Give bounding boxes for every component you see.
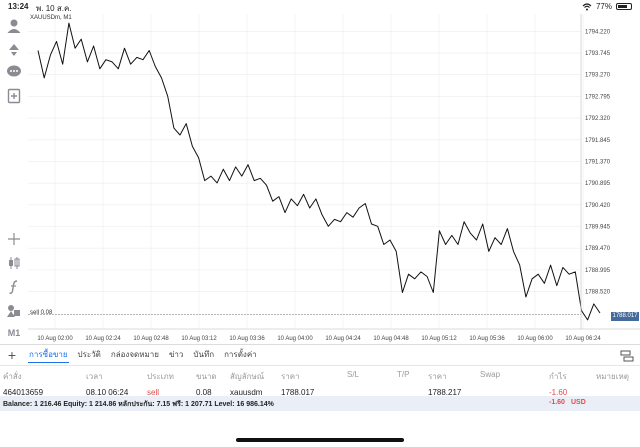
x-tick-label: 10 Aug 04:00 [277, 336, 313, 342]
y-tick-label: 1789.470 [585, 246, 611, 252]
y-tick-label: 1793.270 [585, 73, 611, 79]
x-tick-label: 10 Aug 02:48 [133, 336, 169, 342]
x-tick-label: 10 Aug 06:24 [565, 336, 601, 342]
cell-volume: 0.08 [196, 388, 212, 397]
header-tp[interactable]: T/P [397, 370, 410, 379]
add-button[interactable]: + [7, 347, 17, 363]
chart-toolbar: M1 [0, 14, 28, 344]
y-tick-label: 1794.220 [585, 29, 611, 35]
crosshair-icon[interactable] [4, 229, 24, 249]
chart-symbol-label: XAUUSDm, M1 [30, 15, 72, 21]
tab-journal[interactable]: บันทึก [193, 350, 215, 359]
x-tick-label: 10 Aug 03:12 [181, 336, 217, 342]
tab-news[interactable]: ข่าว [168, 350, 184, 359]
x-tick-label: 10 Aug 04:24 [325, 336, 361, 342]
x-tick-label: 10 Aug 02:24 [85, 336, 121, 342]
y-tick-label: 1791.845 [585, 138, 611, 144]
home-indicator[interactable] [236, 438, 404, 442]
price-chart[interactable]: 1794.220 1793.745 1793.270 1792.795 1792.320… [28, 14, 640, 344]
cell-symbol: xauusdm [230, 388, 263, 397]
header-volume[interactable]: ขนาด [196, 372, 217, 381]
balance-summary: Balance: 1 216.46 Equity: 1 214.86 หลักป… [0, 396, 640, 411]
last-price-tag: 1788.017 [611, 312, 639, 321]
terminal-tabs: + การซื้อขาย ประวัติ กล่องจดหมาย ข่าว บั… [0, 344, 640, 366]
tab-trade[interactable]: การซื้อขาย [24, 344, 73, 366]
y-tick-label: 1788.520 [585, 290, 611, 296]
header-profit[interactable]: กำไร [549, 372, 567, 381]
x-tick-label: 10 Aug 05:36 [469, 336, 505, 342]
cell-price: 1788.017 [281, 388, 315, 397]
trade-arrows-icon[interactable] [4, 39, 24, 59]
y-tick-label: 1789.945 [585, 225, 611, 231]
header-swap[interactable]: Swap [480, 370, 501, 379]
header-type[interactable]: ประเภท [147, 372, 174, 381]
y-tick-label: 1790.895 [585, 181, 611, 187]
cell-time: 08.10 06:24 [86, 388, 129, 397]
table-header: คำสั่ง เวลา ประเภท ขนาด สัญลักษณ์ ราคา S… [0, 366, 640, 384]
status-right: 77% [582, 2, 632, 11]
x-tick-label: 10 Aug 06:00 [517, 336, 553, 342]
cell-current-price: 1788.217 [428, 388, 462, 397]
timeframe-label: M1 [7, 328, 21, 338]
x-tick-label: 10 Aug 02:00 [37, 336, 73, 342]
wifi-icon [582, 2, 592, 10]
cell-type: sell [147, 388, 160, 397]
chart-canvas: 1794.220 1793.745 1793.270 1792.795 1792.320… [28, 14, 640, 342]
panel-toggle-icon[interactable] [620, 349, 634, 363]
header-current-price[interactable]: ราคา [428, 372, 447, 381]
header-time[interactable]: เวลา [86, 372, 103, 381]
status-date: พ. 10 ส.ค. [36, 4, 72, 13]
positions-table: คำสั่ง เวลา ประเภท ขนาด สัญลักษณ์ ราคา S… [0, 366, 640, 402]
header-comment[interactable]: หมายเหตุ [596, 372, 629, 381]
battery-percent: 77% [595, 2, 612, 11]
header-price[interactable]: ราคา [281, 372, 300, 381]
y-tick-label: 1792.320 [585, 116, 611, 122]
table-row[interactable]: 464013659 08.10 06:24 sell 0.08 xauusdm … [0, 384, 640, 402]
price-series-line [37, 22, 601, 321]
y-tick-label: 1792.795 [585, 94, 611, 100]
y-tick-label: 1793.745 [585, 51, 611, 57]
total-profit: -1.60 [549, 399, 565, 406]
x-tick-label: 10 Aug 04:48 [373, 336, 409, 342]
tab-history[interactable]: ประวัติ [77, 350, 101, 359]
header-symbol[interactable]: สัญลักษณ์ [230, 372, 265, 381]
chat-icon[interactable] [4, 62, 24, 82]
battery-icon [616, 3, 632, 10]
cell-profit: -1.60 [549, 388, 568, 397]
status-bar: 13:24 พ. 10 ส.ค. 77% [0, 0, 640, 14]
header-sl[interactable]: S/L [347, 370, 360, 379]
position-label: sell 0.08 [30, 310, 53, 316]
header-ticket[interactable]: คำสั่ง [3, 372, 22, 381]
y-tick-label: 1791.370 [585, 159, 611, 165]
tab-settings[interactable]: การตั้งค่า [224, 350, 257, 359]
timeframe-button[interactable]: M1 [4, 323, 24, 343]
y-tick-label: 1788.995 [585, 268, 611, 274]
balance-text: Balance: 1 216.46 Equity: 1 214.86 หลักป… [3, 401, 274, 408]
x-tick-label: 10 Aug 05:12 [421, 336, 457, 342]
x-tick-label: 10 Aug 03:36 [229, 336, 265, 342]
y-tick-label: 1790.420 [585, 203, 611, 209]
objects-icon[interactable] [4, 301, 24, 321]
candlestick-icon[interactable] [4, 253, 24, 273]
battery-fill [618, 5, 628, 8]
tab-mailbox[interactable]: กล่องจดหมาย [110, 350, 159, 359]
account-currency: USD [571, 399, 586, 406]
indicators-icon[interactable] [4, 277, 24, 297]
new-order-icon[interactable] [4, 86, 24, 106]
status-time: 13:24 [8, 2, 29, 11]
account-icon[interactable] [4, 16, 24, 36]
cell-ticket: 464013659 [3, 388, 44, 397]
